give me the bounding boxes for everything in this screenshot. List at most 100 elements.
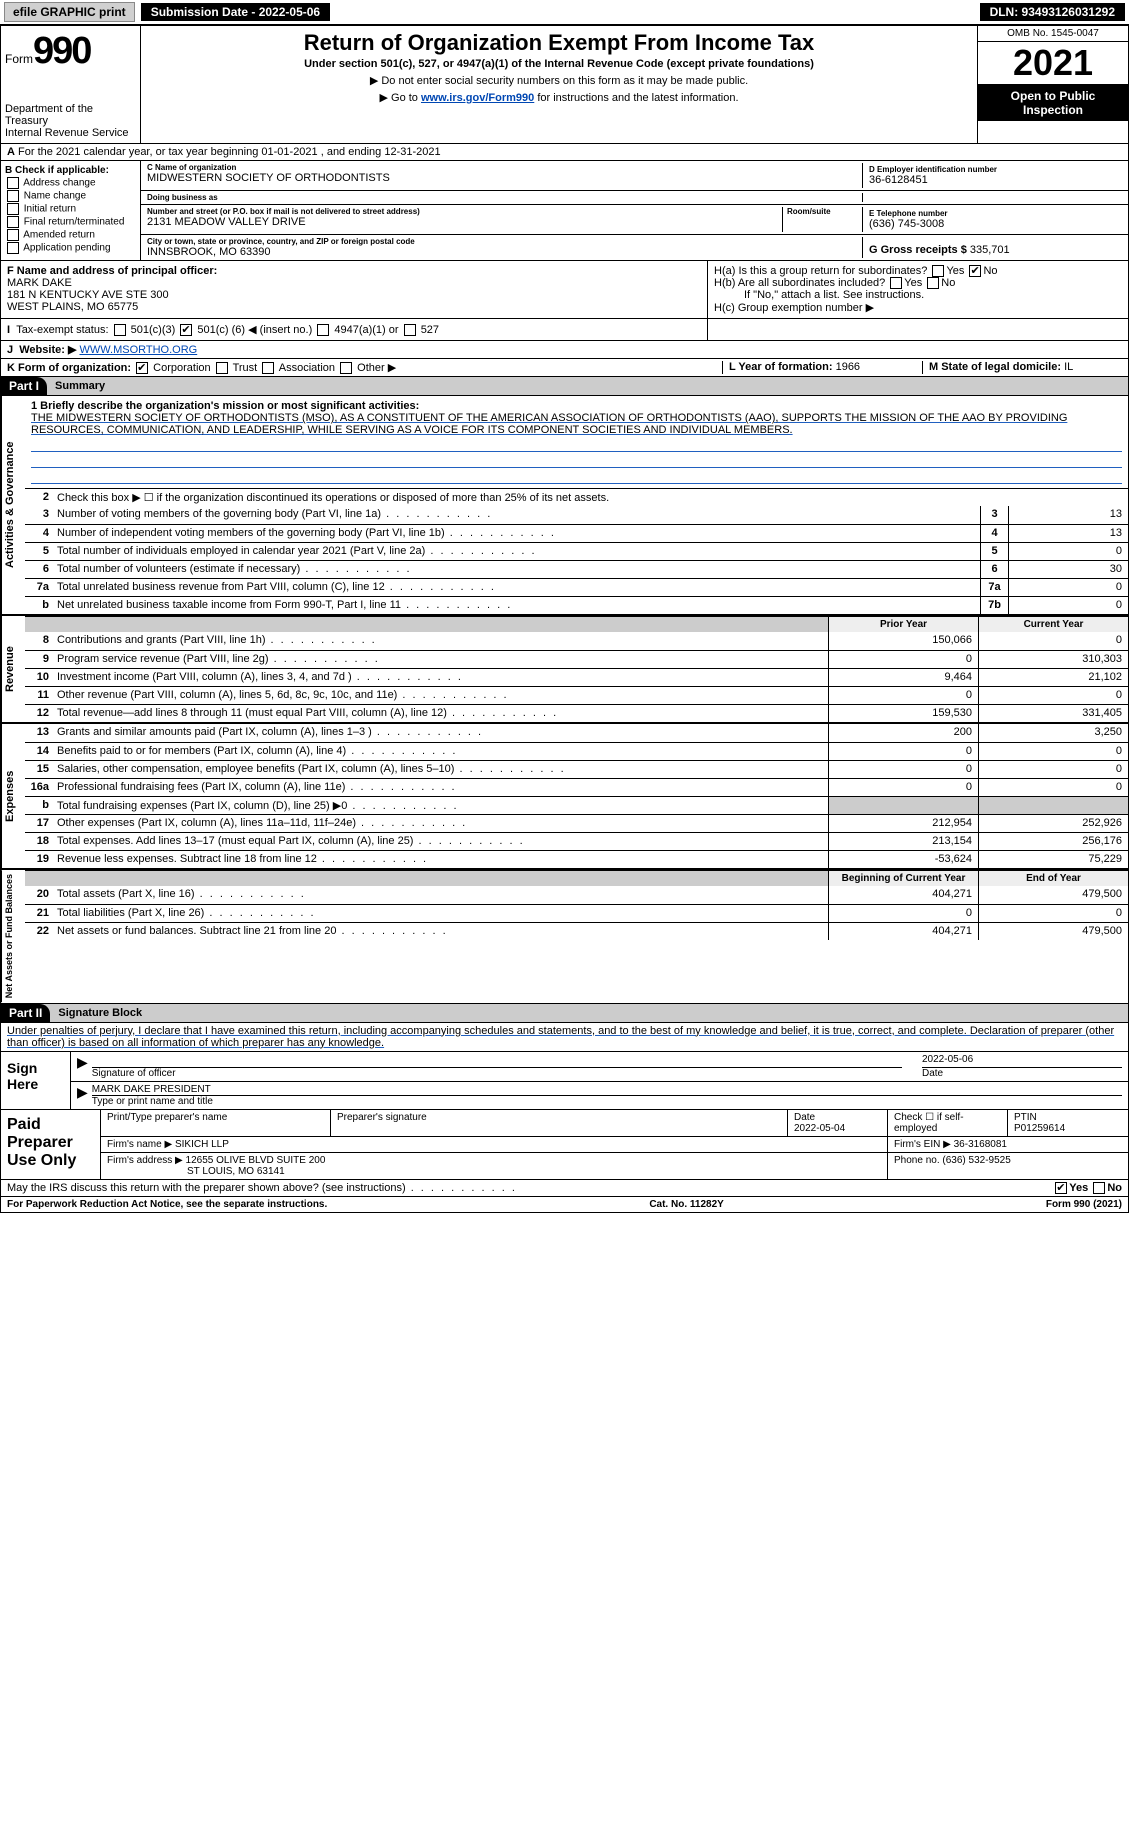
form-header: Form990 Department of the Treasury Inter…: [1, 26, 1128, 143]
chk-amended[interactable]: [7, 229, 19, 241]
chk-ha-no[interactable]: [969, 265, 981, 277]
firm-name-val: SIKICH LLP: [175, 1139, 229, 1150]
officer-addr2: WEST PLAINS, MO 65775: [7, 301, 701, 313]
ha-lbl: H(a) Is this a group return for subordin…: [714, 265, 927, 277]
chk-501c[interactable]: [180, 324, 192, 336]
submission-date-label: Submission Date - 2022-05-06: [141, 3, 330, 21]
chk-pending[interactable]: [7, 242, 19, 254]
prep-lbl: Paid Preparer Use Only: [1, 1110, 101, 1179]
chk-discuss-no[interactable]: [1093, 1182, 1105, 1194]
officer-addr1: 181 N KENTUCKY AVE STE 300: [7, 289, 701, 301]
mission-text: THE MIDWESTERN SOCIETY OF ORTHODONTISTS …: [31, 412, 1067, 436]
hc-lbl: H(c) Group exemption number ▶: [714, 301, 1122, 314]
chk-assoc[interactable]: [262, 362, 274, 374]
chk-corp[interactable]: [136, 362, 148, 374]
firm-addr-val2: ST LOUIS, MO 63141: [107, 1166, 285, 1177]
footer-notice: For Paperwork Reduction Act Notice, see …: [7, 1199, 327, 1210]
year-form-lbl: L Year of formation:: [729, 361, 833, 373]
vtab-revenue: Revenue: [1, 616, 25, 722]
footer-form: Form 990 (2021): [1046, 1199, 1122, 1210]
current-year-hdr: Current Year: [978, 617, 1128, 632]
org-name: MIDWESTERN SOCIETY OF ORTHODONTISTS: [147, 172, 862, 184]
room-lbl: Room/suite: [787, 207, 862, 216]
chk-trust[interactable]: [216, 362, 228, 374]
firm-addr-lbl: Firm's address ▶: [107, 1155, 183, 1166]
sig-name: MARK DAKE PRESIDENT: [92, 1084, 1122, 1096]
ein-val: 36-6128451: [869, 174, 1116, 186]
chk-initial[interactable]: [7, 203, 19, 215]
gross-val: 335,701: [970, 244, 1010, 256]
website-link[interactable]: WWW.MSORTHO.ORG: [79, 344, 197, 356]
chk-hb-yes[interactable]: [890, 277, 902, 289]
chk-other[interactable]: [340, 362, 352, 374]
vtab-activities: Activities & Governance: [1, 396, 25, 614]
chk-name[interactable]: [7, 190, 19, 202]
chk-527[interactable]: [404, 324, 416, 336]
chk-hb-no[interactable]: [927, 277, 939, 289]
lbl-address: Address change: [23, 178, 95, 189]
dept-treasury: Department of the Treasury: [5, 103, 136, 127]
officer-lbl: F Name and address of principal officer:: [7, 265, 217, 277]
chk-final[interactable]: [7, 216, 19, 228]
q2-text: Check this box ▶ ☐ if the organization d…: [53, 489, 1128, 506]
lbl-corp: Corporation: [153, 362, 210, 374]
arrow-icon: ▶: [77, 1084, 88, 1107]
lbl-501c-pre: 501(c) (: [197, 324, 235, 336]
tax-status-lbl: Tax-exempt status:: [16, 324, 108, 336]
lbl-527: 527: [421, 324, 439, 336]
irs-link[interactable]: www.irs.gov/Form990: [421, 92, 534, 104]
discuss-q: May the IRS discuss this return with the…: [7, 1182, 1053, 1194]
eoy-hdr: End of Year: [978, 871, 1128, 886]
officer-name: MARK DAKE: [7, 277, 701, 289]
prep-self-lbl: Check ☐ if self-employed: [888, 1110, 1008, 1136]
street-lbl: Number and street (or P.O. box if mail i…: [147, 207, 782, 216]
part1-title: Summary: [47, 378, 113, 394]
lbl-amended: Amended return: [23, 230, 95, 241]
lbl-name: Name change: [24, 191, 86, 202]
website-lbl: Website: ▶: [19, 344, 76, 356]
efile-button[interactable]: efile GRAPHIC print: [4, 2, 135, 22]
vtab-netassets: Net Assets or Fund Balances: [1, 870, 25, 1002]
firm-phone-lbl: Phone no.: [894, 1155, 940, 1166]
vtab-expenses: Expenses: [1, 724, 25, 868]
ha-no: No: [983, 265, 997, 277]
prep-date-lbl: Date: [794, 1112, 815, 1123]
chk-4947[interactable]: [317, 324, 329, 336]
form-title: Return of Organization Exempt From Incom…: [145, 30, 973, 56]
hb-lbl: H(b) Are all subordinates included?: [714, 277, 885, 289]
lbl-trust: Trust: [233, 362, 258, 374]
street-val: 2131 MEADOW VALLEY DRIVE: [147, 216, 782, 228]
ha-yes: Yes: [946, 265, 964, 277]
chk-501c3[interactable]: [114, 324, 126, 336]
chk-ha-yes[interactable]: [932, 265, 944, 277]
mission-lbl: 1 Briefly describe the organization's mi…: [31, 400, 419, 412]
penalty-text: Under penalties of perjury, I declare th…: [1, 1022, 1128, 1051]
prep-name-lbl: Print/Type preparer's name: [101, 1110, 331, 1136]
part2-hdr: Part II: [1, 1004, 50, 1022]
prep-date-val: 2022-05-04: [794, 1123, 845, 1134]
ein-lbl: D Employer identification number: [869, 165, 1116, 174]
box-b-heading: B Check if applicable:: [5, 165, 109, 176]
firm-name-lbl: Firm's name ▶: [107, 1139, 172, 1150]
chk-address[interactable]: [7, 177, 19, 189]
goto-pre: ▶ Go to: [380, 92, 421, 104]
dba-lbl: Doing business as: [147, 193, 862, 202]
form-org-lbl: K Form of organization:: [7, 362, 131, 374]
hb-no: No: [941, 277, 955, 289]
form-word: Form: [5, 52, 33, 66]
gross-lbl: G Gross receipts $: [869, 244, 967, 256]
sign-here-lbl: Sign Here: [1, 1052, 71, 1109]
firm-phone-val: (636) 532-9525: [942, 1155, 1010, 1166]
arrow-icon: ▶: [77, 1054, 88, 1079]
open-inspection: Open to Public Inspection: [978, 85, 1128, 121]
goto-post: for instructions and the latest informat…: [534, 92, 738, 104]
form-number: 990: [33, 30, 90, 72]
chk-discuss-yes[interactable]: [1055, 1182, 1067, 1194]
omb-number: OMB No. 1545-0047: [978, 26, 1128, 42]
city-val: INNSBROOK, MO 63390: [147, 246, 862, 258]
prior-year-hdr: Prior Year: [828, 617, 978, 632]
dln-label: DLN: 93493126031292: [980, 3, 1125, 21]
sig-date-lbl: Date: [922, 1068, 943, 1079]
prep-sig-lbl: Preparer's signature: [331, 1110, 788, 1136]
tax-year: 2021: [978, 42, 1128, 85]
